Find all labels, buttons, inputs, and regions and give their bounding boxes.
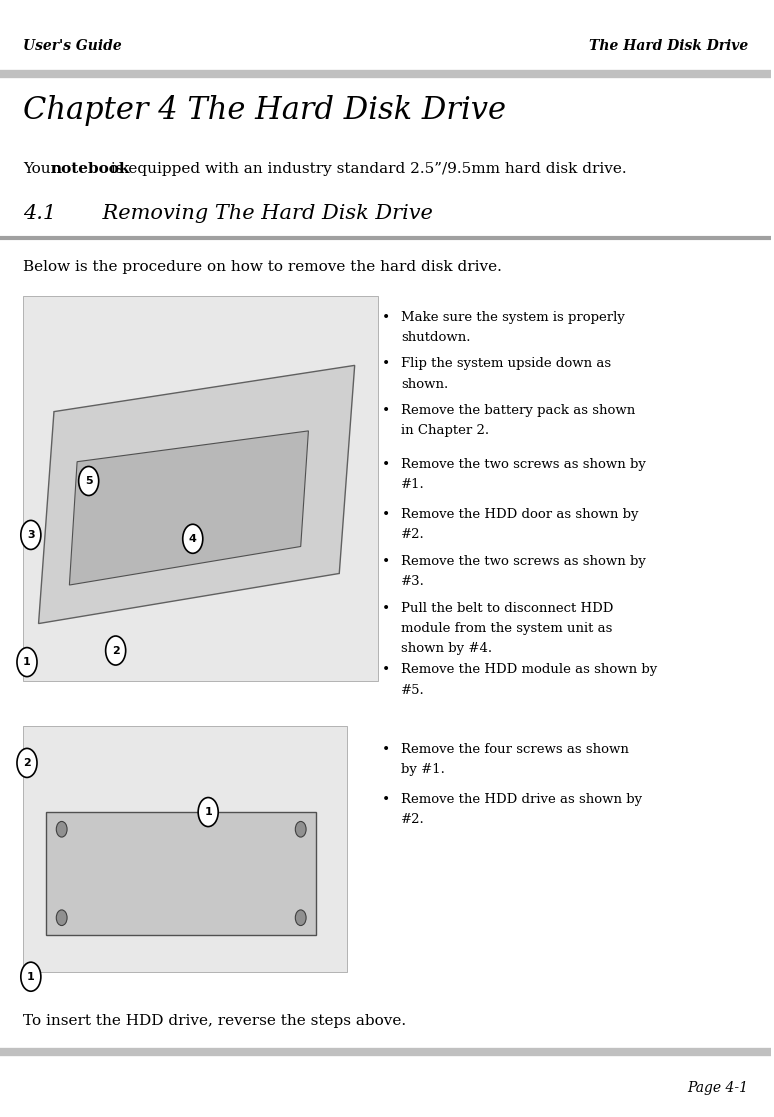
Text: 4: 4	[189, 534, 197, 544]
Text: #2.: #2.	[401, 813, 425, 827]
Text: 2: 2	[23, 758, 31, 767]
Text: •: •	[382, 555, 390, 570]
Circle shape	[183, 524, 203, 553]
Polygon shape	[39, 365, 354, 623]
Text: Remove the battery pack as shown: Remove the battery pack as shown	[401, 404, 635, 418]
Text: To insert the HDD drive, reverse the steps above.: To insert the HDD drive, reverse the ste…	[23, 1014, 406, 1029]
Text: shutdown.: shutdown.	[401, 331, 471, 344]
Text: Your: Your	[23, 162, 63, 176]
Text: by #1.: by #1.	[401, 763, 445, 776]
Text: shown.: shown.	[401, 378, 448, 391]
Text: 1: 1	[23, 657, 31, 667]
Text: #5.: #5.	[401, 684, 425, 697]
Polygon shape	[70, 431, 308, 585]
Text: 4.1       Removing The Hard Disk Drive: 4.1 Removing The Hard Disk Drive	[23, 204, 433, 223]
Text: Remove the HDD module as shown by: Remove the HDD module as shown by	[401, 663, 657, 677]
Text: Remove the HDD drive as shown by: Remove the HDD drive as shown by	[401, 793, 642, 806]
Circle shape	[296, 910, 306, 926]
Text: Make sure the system is properly: Make sure the system is properly	[401, 311, 625, 324]
Circle shape	[198, 798, 218, 827]
Text: Remove the two screws as shown by: Remove the two screws as shown by	[401, 555, 646, 569]
Text: 2: 2	[111, 646, 119, 656]
Circle shape	[79, 467, 99, 496]
Text: •: •	[382, 404, 390, 419]
Text: 1: 1	[27, 972, 35, 982]
Text: Page 4-1: Page 4-1	[687, 1081, 748, 1096]
Text: module from the system unit as: module from the system unit as	[401, 622, 612, 636]
Text: •: •	[382, 602, 390, 617]
FancyBboxPatch shape	[23, 726, 347, 972]
Text: •: •	[382, 508, 390, 523]
Circle shape	[57, 910, 67, 926]
Text: 1: 1	[204, 808, 212, 817]
Text: •: •	[382, 357, 390, 372]
Text: #3.: #3.	[401, 575, 425, 589]
Text: 5: 5	[85, 476, 92, 486]
Text: shown by #4.: shown by #4.	[401, 642, 492, 656]
Text: Chapter 4 The Hard Disk Drive: Chapter 4 The Hard Disk Drive	[23, 95, 506, 126]
Text: Flip the system upside down as: Flip the system upside down as	[401, 357, 611, 371]
Text: Pull the belt to disconnect HDD: Pull the belt to disconnect HDD	[401, 602, 613, 615]
Text: •: •	[382, 743, 390, 757]
Text: •: •	[382, 458, 390, 472]
Text: notebook: notebook	[50, 162, 129, 176]
Text: Remove the two screws as shown by: Remove the two screws as shown by	[401, 458, 646, 471]
Text: in Chapter 2.: in Chapter 2.	[401, 424, 489, 438]
Text: Below is the procedure on how to remove the hard disk drive.: Below is the procedure on how to remove …	[23, 260, 502, 275]
Text: Remove the four screws as shown: Remove the four screws as shown	[401, 743, 628, 756]
Text: 3: 3	[27, 529, 35, 540]
Polygon shape	[46, 812, 316, 935]
Circle shape	[296, 821, 306, 837]
Text: •: •	[382, 311, 390, 325]
Text: #2.: #2.	[401, 528, 425, 542]
Text: •: •	[382, 793, 390, 808]
Circle shape	[21, 521, 41, 550]
Text: Remove the HDD door as shown by: Remove the HDD door as shown by	[401, 508, 639, 522]
Text: is equipped with an industry standard 2.5”/9.5mm hard disk drive.: is equipped with an industry standard 2.…	[105, 162, 626, 176]
Circle shape	[57, 821, 67, 837]
FancyBboxPatch shape	[23, 296, 378, 681]
Circle shape	[21, 962, 41, 991]
Circle shape	[17, 648, 37, 677]
Circle shape	[105, 636, 125, 665]
Text: User's Guide: User's Guide	[23, 39, 122, 52]
Circle shape	[17, 748, 37, 777]
Text: #1.: #1.	[401, 478, 425, 491]
Text: The Hard Disk Drive: The Hard Disk Drive	[589, 39, 748, 52]
Text: •: •	[382, 663, 390, 678]
